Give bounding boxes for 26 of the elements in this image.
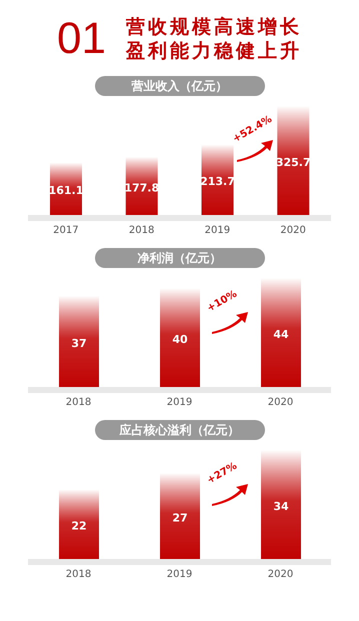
chart-title: 营业收入（亿元） bbox=[94, 76, 264, 96]
x-tick-label: 2018 bbox=[66, 569, 92, 580]
data-label: 325.7 bbox=[276, 156, 311, 169]
data-label: 213.7 bbox=[200, 175, 235, 188]
data-label: 161.1 bbox=[48, 184, 84, 198]
x-tick-label: 2018 bbox=[66, 397, 92, 408]
chart-title: 净利润（亿元） bbox=[94, 248, 264, 268]
x-tick-label: 2020 bbox=[280, 225, 306, 236]
x-tick-label: 2017 bbox=[53, 225, 79, 236]
x-tick-label: 2018 bbox=[128, 225, 154, 236]
text: 01 bbox=[57, 14, 106, 64]
text: 盈利能力稳健上升 bbox=[126, 39, 302, 63]
x-tick-label: 2019 bbox=[166, 569, 192, 580]
x-tick-label: 2019 bbox=[204, 225, 230, 236]
chart-title: 应占核心溢利（亿元） bbox=[94, 420, 264, 440]
data-label: 44 bbox=[273, 328, 289, 341]
x-tick-label: 2020 bbox=[268, 569, 294, 580]
x-tick-label: 2020 bbox=[268, 397, 294, 408]
data-label: 27 bbox=[172, 511, 188, 524]
data-label: 37 bbox=[71, 336, 87, 350]
data-label: 40 bbox=[172, 332, 188, 346]
data-label: 34 bbox=[273, 500, 289, 513]
data-label: 22 bbox=[71, 520, 87, 533]
data-label: 177.8 bbox=[124, 181, 160, 194]
x-tick-label: 2019 bbox=[166, 397, 192, 408]
text: 营收规模高速增长 bbox=[126, 15, 302, 39]
